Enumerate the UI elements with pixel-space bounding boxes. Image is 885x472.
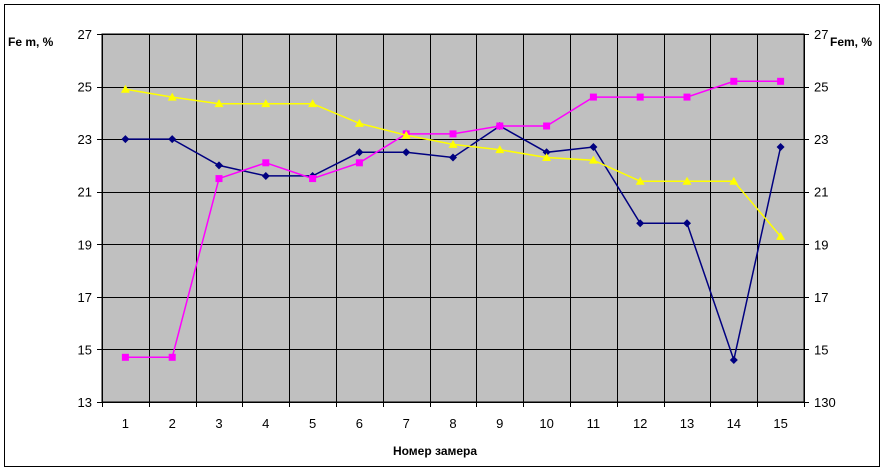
data-point [730,77,738,85]
x-tick-label: 2 [169,416,176,431]
x-tick-label: 5 [309,416,316,431]
data-point [214,99,224,108]
data-point [777,77,785,85]
data-point [683,219,691,228]
data-point [776,231,786,240]
data-point [729,176,739,185]
data-point [542,148,551,157]
data-point [449,153,457,162]
left-axis-title: Fe m, % [8,35,54,49]
series-group [120,77,786,364]
data-point [543,122,551,130]
data-point [449,130,457,138]
data-point [261,99,271,108]
x-tick-label: 15 [773,416,787,431]
plot-area [101,33,805,403]
x-tick-label: 8 [449,416,456,431]
data-point [636,93,644,101]
data-point [448,139,458,148]
left-tick-label: 23 [78,132,92,147]
data-point [168,353,176,361]
left-tick-label: 19 [78,237,92,252]
right-tick-label: 130 [814,395,836,410]
data-point [729,355,738,364]
data-point [121,135,130,144]
data-point [355,159,363,167]
right-tick-label: 23 [814,132,828,147]
data-point [542,153,552,162]
data-point [354,118,364,127]
x-tick-label: 14 [727,416,741,431]
left-tick-label: 15 [78,342,92,357]
series-1 [121,122,785,364]
series-2 [121,77,785,361]
left-tick-label: 21 [78,185,92,200]
right-axis-title: Fem, % [830,35,872,49]
data-point [496,122,504,130]
left-tick-label: 17 [78,290,92,305]
left-axis-ticks: 13 15 17 19 21 23 25 27 [78,27,92,410]
data-point [309,175,317,183]
series-3 [120,84,786,240]
data-point [402,148,411,157]
data-point [635,176,645,185]
left-tick-label: 27 [78,27,92,42]
left-tick-label: 13 [78,395,92,410]
data-point [168,135,177,144]
right-tick-label: 21 [814,185,828,200]
x-tick-label: 9 [496,416,503,431]
data-point [636,219,645,228]
x-tick-label: 1 [122,416,129,431]
x-tick-label: 10 [539,416,553,431]
data-point [215,161,223,170]
data-point [261,171,270,180]
right-tick-label: 17 [814,290,828,305]
data-point [167,92,177,101]
data-point [589,93,597,101]
left-tick-label: 25 [78,80,92,95]
data-point [262,159,270,167]
data-point [401,130,411,139]
x-axis-title: Номер замера [393,444,477,458]
right-tick-label: 25 [814,80,828,95]
gridlines [97,34,809,407]
data-point [682,176,692,185]
data-point [215,175,223,183]
right-tick-label: 19 [814,237,828,252]
x-tick-label: 12 [633,416,647,431]
x-tick-label: 7 [403,416,410,431]
data-point [588,155,598,164]
data-point [308,99,318,108]
right-axis-ticks: 130 15 17 19 21 23 25 27 [814,27,836,410]
right-tick-label: 15 [814,342,828,357]
right-tick-label: 27 [814,27,828,42]
data-point [776,143,785,152]
data-point [355,148,364,157]
data-point [589,143,598,152]
x-tick-label: 13 [680,416,694,431]
data-point [121,353,129,361]
data-point [120,84,130,93]
x-tick-label: 11 [587,416,601,431]
data-point [495,145,505,154]
x-tick-label: 3 [215,416,222,431]
data-point [683,93,691,101]
x-tick-label: 6 [356,416,363,431]
x-axis-ticks: 1 2 3 4 5 6 7 8 9 10 11 12 13 14 15 [122,416,788,431]
x-tick-label: 4 [262,416,269,431]
